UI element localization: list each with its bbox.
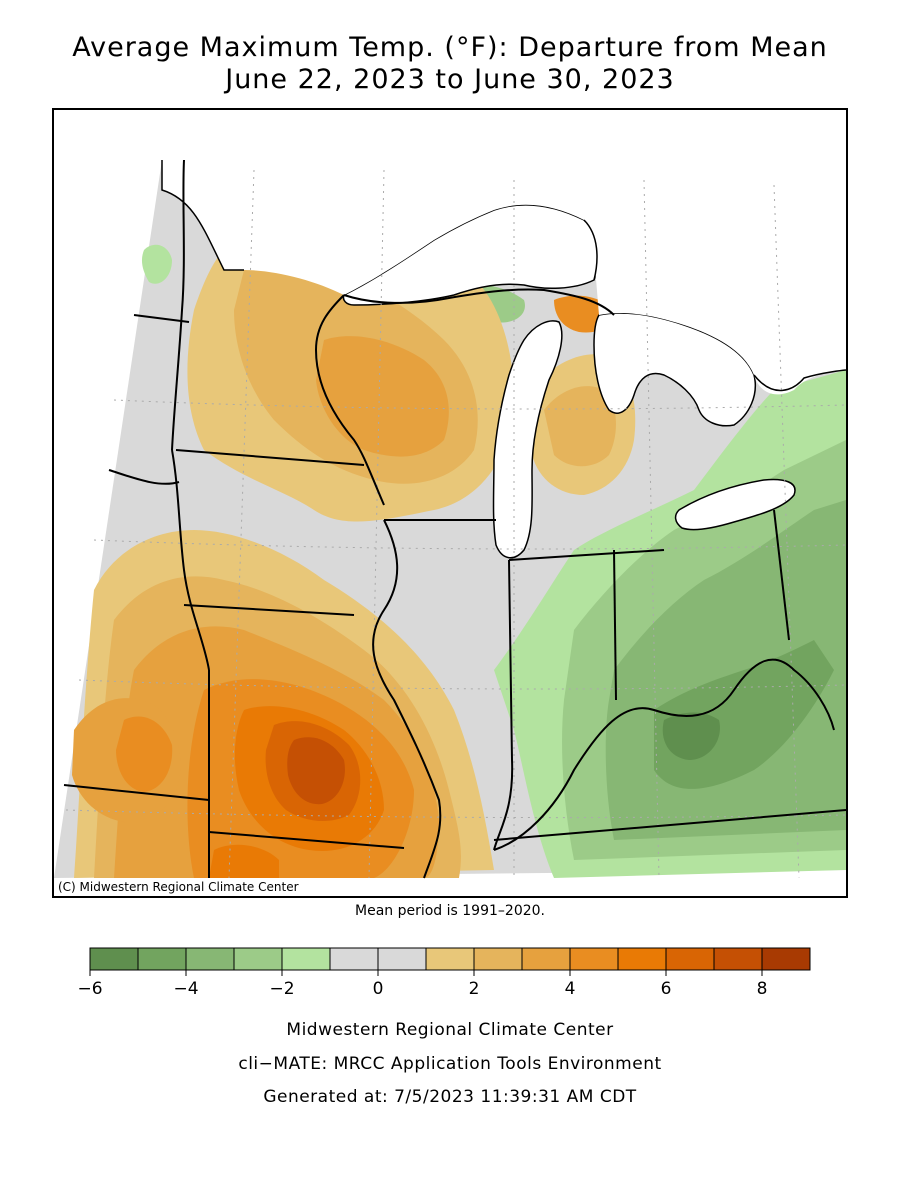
temperature-departure-map [54, 110, 846, 896]
warm-region-kansas-3 [209, 844, 279, 878]
legend-tick-label: −6 [77, 979, 102, 999]
warm-region-south-7 [287, 737, 345, 805]
legend-bin-14 [761, 947, 811, 971]
footer-org: Midwestern Regional Climate Center [286, 1020, 614, 1040]
lake-erie [674, 478, 796, 531]
legend-bin-8 [473, 947, 523, 971]
legend-bin-3 [233, 947, 283, 971]
legend-tick-label: −4 [173, 979, 198, 999]
legend-bin-10 [569, 947, 619, 971]
legend-bin-11 [617, 947, 667, 971]
legend-tick-label: 8 [757, 979, 768, 999]
map-frame: (C) Midwestern Regional Climate Center [52, 108, 848, 898]
legend-ticks: −6 −4 −2 0 2 4 6 8 [77, 970, 767, 999]
legend-bin-4 [281, 947, 331, 971]
legend-tick-label: 6 [661, 979, 672, 999]
legend-tick-label: 0 [373, 979, 384, 999]
state-boundaries [63, 159, 846, 879]
green-patch-nw [141, 244, 172, 284]
legend-bin-0 [89, 947, 139, 971]
legend-tick-label: −2 [269, 979, 294, 999]
warm-region-kansas-2 [116, 716, 173, 792]
legend-bin-13 [713, 947, 763, 971]
lake-michigan [492, 320, 563, 559]
coastlines [161, 160, 846, 392]
legend-bin-5 [329, 947, 379, 971]
legend-bin-6 [377, 947, 427, 971]
legend-tick-label: 2 [469, 979, 480, 999]
legend-bin-12 [665, 947, 715, 971]
legend-bin-9 [521, 947, 571, 971]
legend-bins [89, 947, 811, 971]
color-legend: −6 −4 −2 0 2 4 6 8 [77, 947, 811, 999]
legend-bin-2 [185, 947, 235, 971]
legend-bin-7 [425, 947, 475, 971]
map-date-range: June 22, 2023 to June 30, 2023 [225, 64, 675, 95]
lake-huron [593, 312, 756, 427]
graticule [65, 169, 846, 879]
warm-region-michigan-2 [544, 386, 616, 467]
footer-app: cli−MATE: MRCC Application Tools Environ… [238, 1054, 662, 1074]
green-region-5 [662, 712, 720, 760]
mean-period-note: Mean period is 1991–2020. [355, 903, 545, 919]
canada-land-white [162, 160, 846, 395]
legend-tick-label: 4 [565, 979, 576, 999]
map-title: Average Maximum Temp. (°F): Departure fr… [72, 32, 828, 63]
legend-bin-1 [137, 947, 187, 971]
footer-generated: Generated at: 7/5/2023 11:39:31 AM CDT [263, 1087, 637, 1107]
map-credit: (C) Midwestern Regional Climate Center [55, 879, 303, 895]
warm-region-north-3 [316, 336, 449, 457]
